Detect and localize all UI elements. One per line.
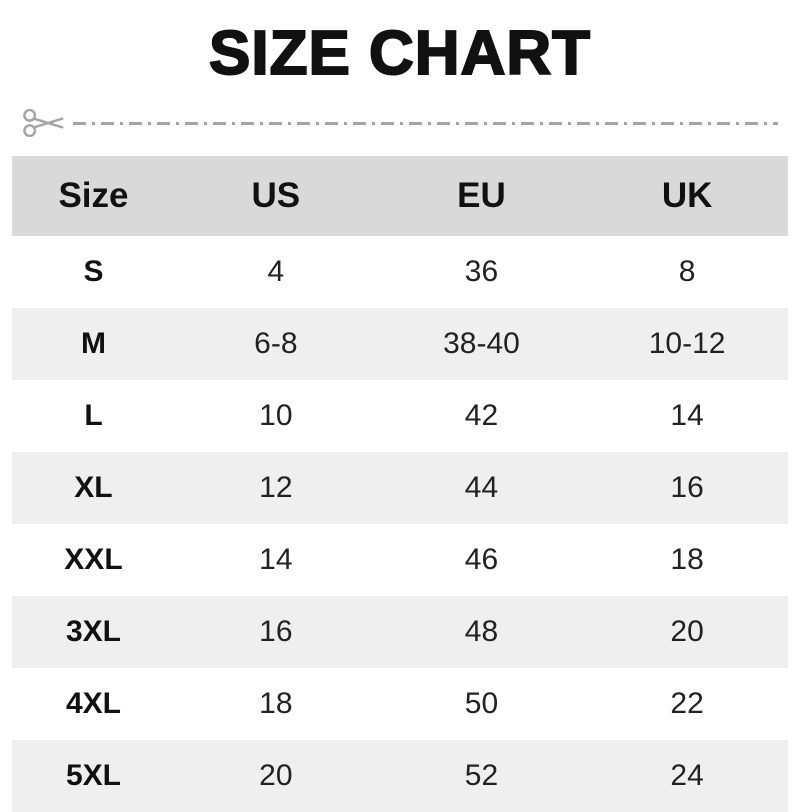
- cell-uk: 16: [670, 471, 704, 504]
- cell-uk: 8: [678, 255, 696, 288]
- table-row-4xl: 4XL 18 50 22: [12, 668, 788, 740]
- table-row-3xl: 3XL 16 48 20: [12, 596, 788, 668]
- cell-us: 10: [259, 399, 293, 432]
- table-header-row: Size US EU UK: [12, 156, 788, 236]
- cell-size: 5XL: [65, 759, 121, 792]
- dashed-cut-line: [73, 121, 778, 125]
- size-chart-table: Size US EU UK S 4 36 8 M 6-8 38-40 10-12…: [12, 156, 788, 812]
- cell-size: L: [84, 399, 103, 432]
- table-row-m: M 6-8 38-40 10-12: [12, 308, 788, 380]
- cell-uk: 14: [670, 399, 704, 432]
- cell-size: 3XL: [65, 615, 121, 648]
- cell-eu: 42: [464, 399, 499, 432]
- page-title: SIZE CHART: [208, 19, 591, 89]
- table-row-l: L 10 42 14: [12, 380, 788, 452]
- cell-eu: 36: [464, 255, 499, 288]
- cell-us: 16: [259, 615, 293, 648]
- column-header-size: Size: [12, 156, 175, 236]
- cell-uk: 24: [670, 759, 704, 792]
- cell-us: 18: [259, 687, 293, 720]
- cell-us: 6-8: [254, 327, 298, 360]
- table-row-xxl: XXL 14 46 18: [12, 524, 788, 596]
- cell-uk: 22: [670, 687, 704, 720]
- cell-uk: 20: [670, 615, 704, 648]
- cell-size: 4XL: [65, 687, 121, 720]
- cell-us: 4: [267, 255, 285, 288]
- cell-us: 14: [259, 543, 293, 576]
- cell-eu: 46: [464, 543, 499, 576]
- cell-size: S: [83, 255, 104, 288]
- cell-uk: 10-12: [648, 327, 726, 360]
- cell-eu: 48: [464, 615, 499, 648]
- table-row-xl: XL 12 44 16: [12, 452, 788, 524]
- cell-us: 20: [259, 759, 293, 792]
- cell-uk: 18: [670, 543, 704, 576]
- cell-us: 12: [259, 471, 293, 504]
- cut-line-divider: [22, 102, 778, 144]
- cell-eu: 44: [464, 471, 499, 504]
- cell-size: M: [80, 327, 106, 360]
- column-header-us: US: [174, 156, 377, 236]
- cell-eu: 38-40: [443, 327, 520, 360]
- cell-size: XL: [74, 471, 113, 504]
- scissors-icon: [22, 106, 68, 140]
- column-header-uk: UK: [586, 156, 788, 236]
- cell-size: XXL: [64, 543, 123, 576]
- cell-eu: 50: [464, 687, 499, 720]
- table-row-5xl: 5XL 20 52 24: [12, 740, 788, 812]
- cell-eu: 52: [464, 759, 499, 792]
- table-row-s: S 4 36 8: [12, 236, 788, 308]
- column-header-eu: EU: [376, 156, 587, 236]
